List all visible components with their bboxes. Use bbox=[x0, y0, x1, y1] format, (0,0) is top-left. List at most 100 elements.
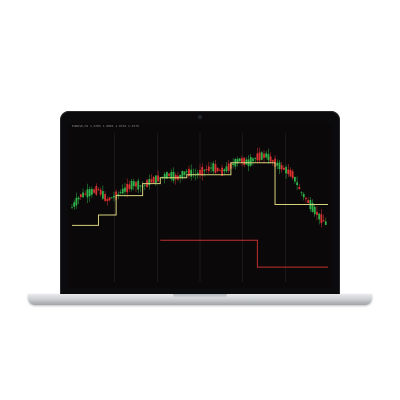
candle-body bbox=[113, 195, 115, 198]
candle-body bbox=[316, 211, 318, 215]
candle-body bbox=[95, 186, 98, 195]
candle-body bbox=[298, 187, 301, 190]
candle-body bbox=[241, 158, 243, 163]
candle-body bbox=[263, 153, 265, 158]
candle-body bbox=[130, 180, 133, 190]
laptop-base bbox=[28, 294, 372, 305]
candle-body bbox=[143, 184, 146, 186]
candle-body bbox=[302, 193, 305, 198]
candle-body bbox=[245, 159, 248, 165]
candle-body bbox=[282, 167, 285, 170]
candle-body bbox=[221, 167, 223, 176]
chart-header-text: EURUSD,H1 1.0785 1.0801 1.0762 1.0779 bbox=[72, 124, 139, 128]
candle-body bbox=[203, 169, 206, 171]
candle-body bbox=[75, 197, 78, 206]
candle-body bbox=[86, 189, 89, 198]
candle-body bbox=[265, 153, 268, 158]
candle-body bbox=[165, 172, 168, 179]
candle-body bbox=[168, 173, 171, 176]
candle-body bbox=[97, 189, 100, 191]
candle-body bbox=[110, 197, 113, 199]
candle-body bbox=[150, 179, 153, 183]
candle-body bbox=[258, 152, 261, 161]
candle-body bbox=[293, 176, 296, 182]
candle-body bbox=[320, 214, 323, 224]
candle-body bbox=[280, 165, 283, 170]
candle-body bbox=[216, 167, 219, 172]
candle-body bbox=[132, 181, 135, 187]
candle-body bbox=[104, 194, 107, 201]
candle-body bbox=[99, 189, 102, 195]
candle-body bbox=[324, 221, 327, 225]
candle-body bbox=[154, 175, 157, 183]
candle-body bbox=[296, 182, 299, 186]
candle-body bbox=[124, 187, 126, 192]
candle-body bbox=[243, 157, 246, 165]
candle-body bbox=[79, 194, 82, 197]
candle-body bbox=[172, 171, 175, 181]
candle-body bbox=[267, 154, 270, 161]
candle-body bbox=[276, 162, 279, 166]
candle-body bbox=[190, 169, 193, 177]
candle-body bbox=[287, 169, 290, 175]
candle-body bbox=[322, 220, 325, 222]
candle-body bbox=[106, 199, 109, 201]
candle-body bbox=[307, 200, 310, 203]
candle-body bbox=[205, 169, 208, 170]
candle-body bbox=[318, 213, 321, 220]
candle-body bbox=[88, 189, 91, 196]
candle-body bbox=[152, 176, 155, 183]
candle-body bbox=[181, 170, 184, 179]
candle-body bbox=[179, 174, 182, 178]
candle-body bbox=[119, 192, 122, 194]
candle-body bbox=[238, 158, 241, 162]
candle-body bbox=[223, 169, 226, 172]
candle-body bbox=[90, 189, 93, 195]
candle-body bbox=[126, 183, 129, 193]
price-chart[interactable] bbox=[68, 123, 332, 288]
lower-indicator-line bbox=[160, 239, 328, 268]
candle-body bbox=[174, 174, 177, 180]
laptop-lid: EURUSD,H1 1.0785 1.0801 1.0762 1.0779 bbox=[60, 111, 340, 296]
candle-body bbox=[232, 163, 235, 166]
candle-body bbox=[199, 169, 201, 176]
candle-body bbox=[163, 173, 166, 179]
candle-body bbox=[289, 169, 292, 177]
candle-body bbox=[269, 156, 272, 162]
candle-body bbox=[252, 158, 254, 162]
candle-body bbox=[311, 203, 314, 212]
candle-body bbox=[236, 159, 239, 164]
candle-body bbox=[305, 197, 307, 200]
candle-body bbox=[84, 193, 87, 195]
candle-body bbox=[210, 167, 212, 169]
candle-body bbox=[73, 202, 76, 207]
candle-body bbox=[183, 171, 186, 175]
candle-body bbox=[196, 172, 199, 175]
candle-body bbox=[101, 191, 104, 199]
candle-body bbox=[260, 152, 263, 160]
candle-body bbox=[170, 171, 173, 179]
candle-body bbox=[256, 153, 259, 161]
candle-body bbox=[271, 160, 274, 162]
candle-body bbox=[121, 188, 124, 194]
candle-body bbox=[278, 162, 281, 170]
camera-icon bbox=[198, 115, 202, 119]
candle-body bbox=[77, 197, 80, 200]
candle-body bbox=[207, 166, 210, 172]
candle-body bbox=[139, 185, 142, 187]
candle-body bbox=[148, 179, 151, 186]
candle-body bbox=[225, 166, 228, 172]
candle-body bbox=[135, 182, 137, 187]
candle-body bbox=[108, 197, 111, 201]
candle-body bbox=[185, 171, 188, 173]
candle-body bbox=[128, 184, 131, 189]
candle-body bbox=[212, 163, 215, 172]
candle-body bbox=[157, 175, 159, 182]
trading-chart-screen[interactable]: EURUSD,H1 1.0785 1.0801 1.0762 1.0779 bbox=[68, 123, 332, 288]
candle-body bbox=[300, 192, 303, 194]
candle-body bbox=[137, 180, 140, 190]
candle-body bbox=[291, 171, 294, 179]
candle-body bbox=[249, 157, 252, 166]
candle-body bbox=[218, 170, 221, 172]
candle-body bbox=[71, 207, 73, 209]
